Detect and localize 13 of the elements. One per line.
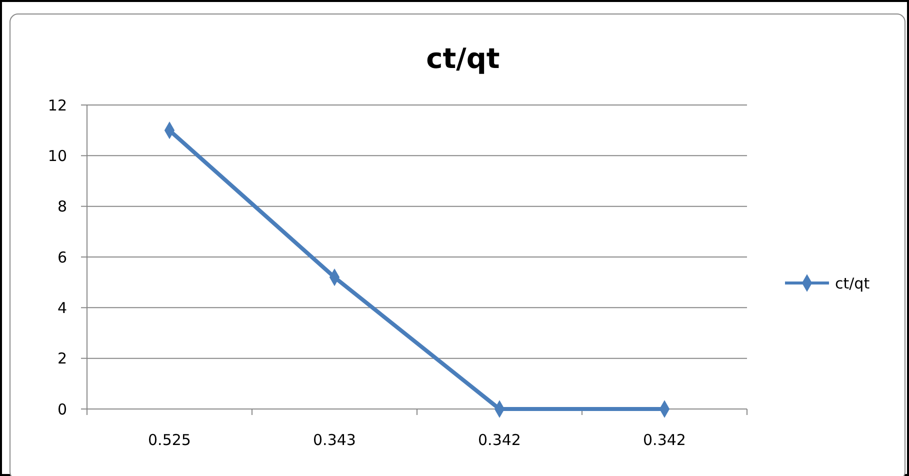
chart-title: ct/qt (426, 42, 500, 75)
legend-label: ct/qt (835, 274, 870, 292)
y-tick-label: 4 (57, 298, 67, 317)
y-tick-label: 12 (48, 96, 67, 114)
x-tick-label: 0.342 (478, 431, 521, 449)
y-tick-label: 0 (57, 400, 67, 418)
y-tick-label: 6 (57, 248, 67, 266)
y-tick-label: 10 (48, 146, 67, 165)
x-tick-label: 0.525 (148, 431, 191, 449)
x-tick-label: 0.343 (313, 431, 356, 449)
y-tick-label: 2 (57, 350, 67, 368)
y-tick-label: 8 (57, 198, 67, 216)
x-tick-label: 0.342 (643, 431, 686, 449)
